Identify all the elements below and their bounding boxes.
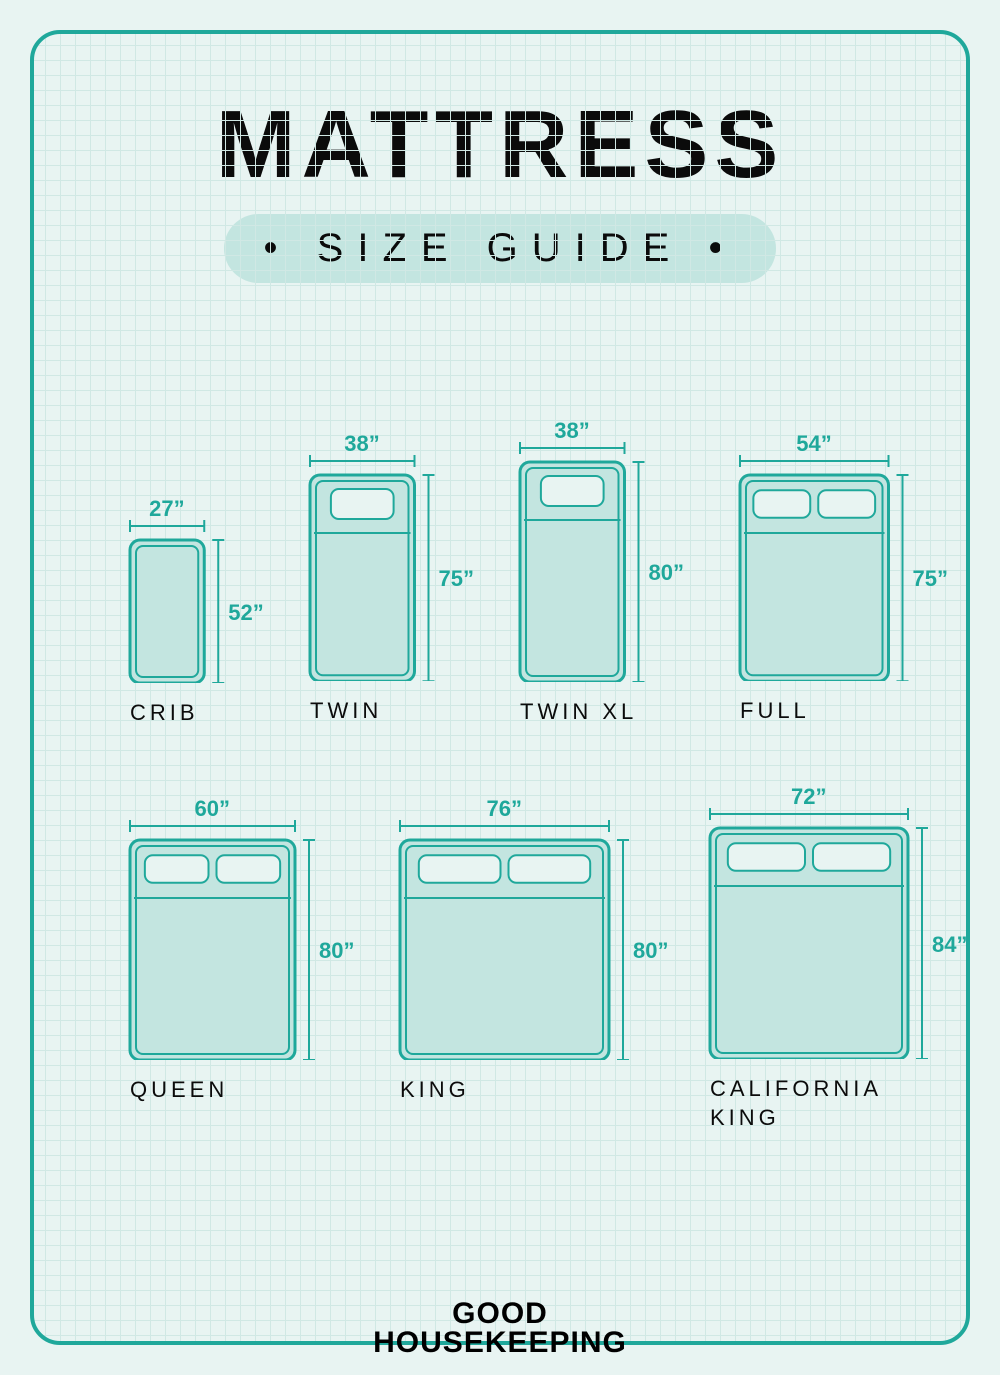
bed-icon <box>90 500 244 683</box>
mattress-name: QUEEN <box>130 1076 228 1105</box>
footer-logo: GOOD HOUSEKEEPING <box>0 1300 1000 1357</box>
width-label: 72” <box>791 784 826 810</box>
outer-frame <box>30 30 970 1345</box>
width-label: 27” <box>149 496 184 522</box>
width-label: 60” <box>195 796 230 822</box>
bed-icon <box>480 422 665 682</box>
mattress-name: CRIB <box>130 699 199 728</box>
mattress-calking: 72”84”CALIFORNIA KING <box>670 788 948 1059</box>
height-label: 80” <box>649 560 684 586</box>
mattress-name: KING <box>400 1076 470 1105</box>
mattress-queen: 60”80”QUEEN <box>90 800 335 1060</box>
mattress-twin: 38”75”TWIN <box>270 435 455 681</box>
footer-line1: GOOD <box>0 1300 1000 1329</box>
bed-icon <box>360 800 649 1060</box>
mattress-twinxl: 38”80”TWIN XL <box>480 422 665 682</box>
height-label: 84” <box>932 932 967 958</box>
height-label: 80” <box>319 938 354 964</box>
bed-icon <box>270 435 455 681</box>
mattress-name: CALIFORNIA KING <box>710 1075 948 1132</box>
mattress-full: 54”75”FULL <box>700 435 929 681</box>
mattress-name: FULL <box>740 697 810 726</box>
mattress-name: TWIN XL <box>520 698 637 727</box>
height-label: 52” <box>228 600 263 626</box>
height-label: 80” <box>633 938 668 964</box>
height-label: 75” <box>439 566 474 592</box>
height-label: 75” <box>913 566 948 592</box>
width-label: 76” <box>487 796 522 822</box>
bed-icon <box>670 788 948 1059</box>
width-label: 38” <box>554 418 589 444</box>
footer-line2: HOUSEKEEPING <box>0 1329 1000 1358</box>
mattress-crib: 27”52”CRIB <box>90 500 244 683</box>
width-label: 38” <box>344 431 379 457</box>
bed-icon <box>90 800 335 1060</box>
bed-icon <box>700 435 929 681</box>
width-label: 54” <box>796 431 831 457</box>
mattress-name: TWIN <box>310 697 382 726</box>
mattress-king: 76”80”KING <box>360 800 649 1060</box>
